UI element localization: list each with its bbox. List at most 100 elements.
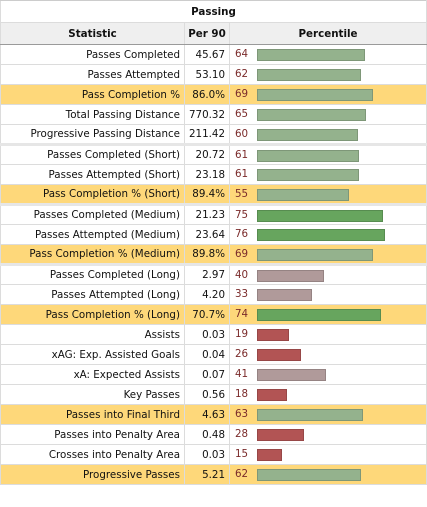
table-row[interactable]: Pass Completion % 86.0% 69	[0, 84, 427, 105]
statistic-cell: Passes Attempted (Medium)	[0, 224, 185, 245]
percentile-bar	[257, 429, 305, 441]
percentile-cell: 69	[228, 244, 427, 265]
percentile-cell: 76	[228, 224, 427, 245]
percentile-cell: 62	[228, 464, 427, 485]
table-row[interactable]: Passes Completed (Long) 2.97 40	[0, 263, 427, 285]
percentile-value: 75	[235, 209, 249, 221]
percentile-bar-track	[257, 229, 425, 241]
percentile-bar-track	[257, 429, 425, 441]
percentile-bar	[257, 49, 365, 61]
table-row[interactable]: Pass Completion % (Long) 70.7% 74	[0, 304, 427, 325]
column-header-percentile[interactable]: Percentile	[228, 22, 427, 45]
table-row[interactable]: xAG: Exp. Assisted Goals 0.04 26	[0, 344, 427, 365]
per90-cell: 2.97	[184, 263, 230, 285]
percentile-value: 65	[235, 108, 249, 120]
per90-cell: 5.21	[184, 464, 230, 485]
percentile-bar-track	[257, 369, 425, 381]
percentile-value: 40	[235, 269, 249, 281]
percentile-cell: 18	[228, 384, 427, 405]
table-body: Passes Completed 45.67 64 Passes Attempted 5…	[0, 44, 427, 485]
percentile-value: 74	[235, 308, 249, 320]
table-row[interactable]: Passes Completed 45.67 64	[0, 44, 427, 65]
statistic-cell: Crosses into Penalty Area	[0, 444, 185, 465]
percentile-cell: 40	[228, 263, 427, 285]
percentile-bar-track	[257, 309, 425, 321]
table-row[interactable]: Key Passes 0.56 18	[0, 384, 427, 405]
column-header-per90[interactable]: Per 90	[184, 22, 230, 45]
percentile-bar	[257, 109, 367, 121]
table-row[interactable]: Passes Attempted 53.10 62	[0, 64, 427, 85]
percentile-bar	[257, 270, 325, 282]
percentile-bar	[257, 69, 362, 81]
table-row[interactable]: Pass Completion % (Medium) 89.8% 69	[0, 244, 427, 265]
table-row[interactable]: Crosses into Penalty Area 0.03 15	[0, 444, 427, 465]
per90-cell: 23.18	[184, 164, 230, 185]
percentile-bar	[257, 409, 363, 421]
statistic-cell: Passes Completed (Medium)	[0, 203, 185, 225]
table-row[interactable]: Passes into Penalty Area 0.48 28	[0, 424, 427, 445]
percentile-value: 28	[235, 428, 249, 440]
percentile-bar	[257, 89, 373, 101]
statistic-cell: Passes into Penalty Area	[0, 424, 185, 445]
percentile-bar	[257, 349, 301, 361]
table-row[interactable]: Pass Completion % (Short) 89.4% 55	[0, 184, 427, 205]
percentile-value: 69	[235, 248, 249, 260]
percentile-bar-track	[257, 270, 425, 282]
percentile-bar	[257, 249, 373, 261]
percentile-cell: 19	[228, 324, 427, 345]
percentile-value: 63	[235, 408, 249, 420]
table-header-row: Statistic Per 90 Percentile	[0, 22, 427, 45]
percentile-bar-track	[257, 409, 425, 421]
percentile-bar-track	[257, 469, 425, 481]
table-row[interactable]: Passes Attempted (Short) 23.18 61	[0, 164, 427, 185]
per90-cell: 770.32	[184, 104, 230, 125]
statistic-cell: Passes Attempted (Short)	[0, 164, 185, 185]
percentile-bar-track	[257, 69, 425, 81]
statistic-cell: Passes Attempted (Long)	[0, 284, 185, 305]
statistic-cell: Assists	[0, 324, 185, 345]
table-row[interactable]: Passes into Final Third 4.63 63	[0, 404, 427, 425]
table-row[interactable]: Progressive Passes 5.21 62	[0, 464, 427, 485]
table-row[interactable]: Assists 0.03 19	[0, 324, 427, 345]
percentile-bar-track	[257, 89, 425, 101]
table-row[interactable]: Passes Attempted (Medium) 23.64 76	[0, 224, 427, 245]
percentile-value: 33	[235, 288, 249, 300]
percentile-value: 61	[235, 168, 249, 180]
statistic-cell: Passes Completed (Short)	[0, 143, 185, 165]
statistic-cell: Pass Completion % (Short)	[0, 184, 185, 205]
percentile-cell: 41	[228, 364, 427, 385]
table-row[interactable]: Total Passing Distance 770.32 65	[0, 104, 427, 125]
percentile-bar	[257, 449, 283, 461]
table-row[interactable]: xA: Expected Assists 0.07 41	[0, 364, 427, 385]
percentile-bar	[257, 309, 382, 321]
percentile-bar-track	[257, 349, 425, 361]
statistic-cell: Total Passing Distance	[0, 104, 185, 125]
table-row[interactable]: Progressive Passing Distance 211.42 60	[0, 124, 427, 145]
statistic-cell: Pass Completion % (Long)	[0, 304, 185, 325]
percentile-value: 69	[235, 88, 249, 100]
table-row[interactable]: Passes Completed (Short) 20.72 61	[0, 143, 427, 165]
statistic-cell: Key Passes	[0, 384, 185, 405]
percentile-value: 76	[235, 228, 249, 240]
percentile-cell: 62	[228, 64, 427, 85]
percentile-bar	[257, 389, 288, 401]
column-header-statistic[interactable]: Statistic	[0, 22, 185, 45]
percentile-value: 62	[235, 68, 249, 80]
percentile-cell: 15	[228, 444, 427, 465]
percentile-bar-track	[257, 449, 425, 461]
percentile-bar-track	[257, 249, 425, 261]
percentile-value: 55	[235, 188, 249, 200]
statistic-cell: Passes Attempted	[0, 64, 185, 85]
percentile-value: 64	[235, 48, 249, 60]
table-row[interactable]: Passes Completed (Medium) 21.23 75	[0, 203, 427, 225]
statistic-cell: Progressive Passes	[0, 464, 185, 485]
percentile-value: 19	[235, 328, 249, 340]
percentile-cell: 60	[228, 124, 427, 145]
percentile-cell: 28	[228, 424, 427, 445]
per90-cell: 0.03	[184, 324, 230, 345]
percentile-bar	[257, 469, 362, 481]
statistic-cell: xA: Expected Assists	[0, 364, 185, 385]
percentile-value: 61	[235, 149, 249, 161]
percentile-bar	[257, 189, 350, 201]
table-row[interactable]: Passes Attempted (Long) 4.20 33	[0, 284, 427, 305]
